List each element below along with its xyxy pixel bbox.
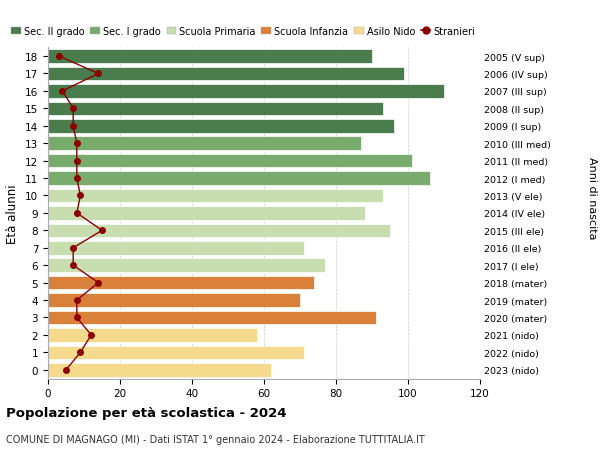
Bar xyxy=(48,67,404,81)
Bar xyxy=(48,137,361,151)
Legend: Sec. II grado, Sec. I grado, Scuola Primaria, Scuola Infanzia, Asilo Nido, Stran: Sec. II grado, Sec. I grado, Scuola Prim… xyxy=(11,27,475,37)
Text: Popolazione per età scolastica - 2024: Popolazione per età scolastica - 2024 xyxy=(6,406,287,419)
Bar xyxy=(48,224,390,238)
Bar xyxy=(48,259,325,272)
Bar xyxy=(48,189,383,203)
Bar xyxy=(48,294,300,307)
Bar xyxy=(48,363,271,377)
Bar xyxy=(48,207,365,220)
Bar xyxy=(48,120,394,133)
Bar xyxy=(48,346,304,359)
Bar xyxy=(48,328,257,342)
Bar xyxy=(48,155,412,168)
Bar xyxy=(48,276,314,290)
Y-axis label: Età alunni: Età alunni xyxy=(7,184,19,243)
Bar xyxy=(48,172,430,185)
Text: Anni di nascita: Anni di nascita xyxy=(587,156,597,239)
Bar xyxy=(48,102,383,116)
Bar xyxy=(48,50,372,64)
Bar xyxy=(48,311,376,325)
Bar xyxy=(48,85,444,99)
Text: COMUNE DI MAGNAGO (MI) - Dati ISTAT 1° gennaio 2024 - Elaborazione TUTTITALIA.IT: COMUNE DI MAGNAGO (MI) - Dati ISTAT 1° g… xyxy=(6,434,425,444)
Bar xyxy=(48,241,304,255)
